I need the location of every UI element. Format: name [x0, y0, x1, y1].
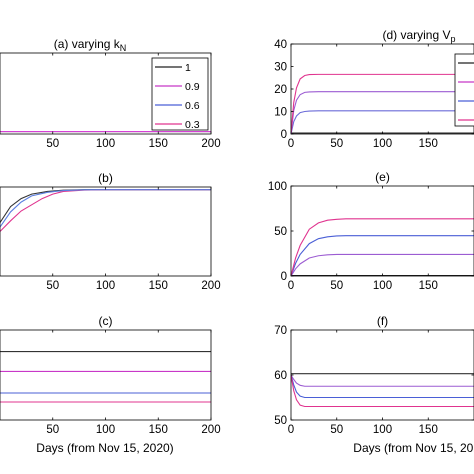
x-tick-label: 150 [149, 424, 168, 436]
panel-d: 0 50 100 150 0 10 20 30 40 (d) varying Vp [274, 28, 474, 150]
series-line-d-3 [291, 73, 474, 134]
x-tick-label: 150 [149, 138, 168, 150]
series-line-b-2 [0, 189, 211, 228]
x-tick-label: 200 [201, 138, 220, 150]
x-tick-label: 100 [373, 280, 392, 292]
series-line-f-3 [291, 374, 474, 408]
y-tick-label: 100 [268, 181, 287, 193]
panel-title-text: (e) [375, 170, 390, 184]
panel-title: (e) [375, 170, 390, 184]
legend-label: 0.3 [185, 119, 200, 131]
x-tick-label: 50 [46, 424, 59, 436]
y-tick-label: 70 [274, 325, 287, 337]
legend [454, 53, 474, 127]
series-line-d-1 [291, 110, 474, 134]
panel-title: (d) varying Vp [382, 28, 455, 44]
x-tick-label: 50 [46, 280, 59, 292]
x-tick-label: 100 [373, 138, 392, 150]
series-line-e-1 [291, 253, 474, 276]
x-tick-label: 100 [96, 280, 115, 292]
y-tick-label: 20 [274, 84, 287, 96]
legend-box [151, 57, 209, 131]
x-tick-label: 150 [419, 138, 438, 150]
axes-frame [0, 329, 212, 421]
y-tick-label: 60 [274, 370, 287, 382]
y-tick-label: 50 [274, 415, 287, 427]
series-line-e-2 [291, 235, 474, 276]
series-line-f-2 [291, 374, 474, 399]
y-tick-label: 50 [274, 226, 287, 238]
y-tick-label: 10 [274, 107, 287, 119]
legend-label: 0.6 [185, 100, 200, 112]
x-tick-label: 150 [419, 424, 438, 436]
axes-frame [0, 186, 212, 277]
series-group [0, 189, 211, 232]
x-axis-label: Days (from Nov 15, 2020) [36, 441, 173, 455]
x-tick-label: 50 [330, 424, 343, 436]
legend-box [454, 53, 474, 127]
panel-c: 50 100 150 200 (c) Days (from Nov 15, 2020) [0, 314, 221, 455]
series-group [291, 73, 474, 134]
panel-title-text: (a) varying k [54, 37, 121, 51]
x-tick-label: 0 [288, 424, 294, 436]
panel-title-text: (b) [98, 171, 113, 185]
x-tick-label: 200 [201, 280, 220, 292]
panel-e: 0 50 100 150 0 50 100 (e) [268, 170, 474, 292]
panel-title: (f) [377, 314, 388, 328]
panel-title-subscript: N [120, 43, 127, 53]
x-tick-label: 150 [419, 280, 438, 292]
panel-title-text: (f) [377, 314, 388, 328]
x-tick-label: 100 [96, 424, 115, 436]
x-tick-label: 0 [288, 138, 294, 150]
x-tick-label: 150 [149, 280, 168, 292]
x-tick-label: 50 [330, 280, 343, 292]
axes-frame [290, 43, 474, 135]
x-tick-label: 100 [96, 138, 115, 150]
panel-title-subscript: p [451, 34, 456, 44]
legend-label: 0.9 [185, 81, 200, 93]
series-line-f-1 [291, 374, 474, 387]
series-line-d-2 [291, 91, 474, 134]
y-tick-label: 40 [274, 39, 287, 51]
x-tick-label: 50 [330, 138, 343, 150]
x-tick-label: 100 [373, 424, 392, 436]
legend: 1 0.9 0.6 0.3 [151, 57, 209, 131]
x-tick-label: 200 [201, 424, 220, 436]
series-line-e-3 [291, 218, 474, 276]
x-axis-label: Days (from Nov 15, 2020 [353, 441, 474, 455]
x-tick-label: 50 [46, 138, 59, 150]
series-group [291, 373, 474, 408]
series-line-b-0 [0, 189, 211, 223]
panel-title: (b) [98, 171, 113, 185]
axes-frame [290, 185, 474, 277]
y-tick-label: 30 [274, 62, 287, 74]
panel-b: 50 100 150 200 (b) [0, 171, 221, 292]
legend-label: 1 [185, 62, 191, 74]
x-tick-label: 0 [288, 280, 294, 292]
panel-title-text: (d) varying V [382, 28, 450, 42]
y-tick-label: 0 [281, 271, 287, 283]
panel-title-text: (c) [99, 314, 113, 328]
y-tick-label: 0 [281, 129, 287, 141]
series-group [291, 218, 474, 276]
panel-title: (c) [99, 314, 113, 328]
panel-title: (a) varying kN [54, 37, 127, 53]
panel-a: 50 100 150 200 (a) varying kN 1 0.9 0.6 0.3 [0, 37, 221, 150]
series-group [0, 351, 211, 403]
